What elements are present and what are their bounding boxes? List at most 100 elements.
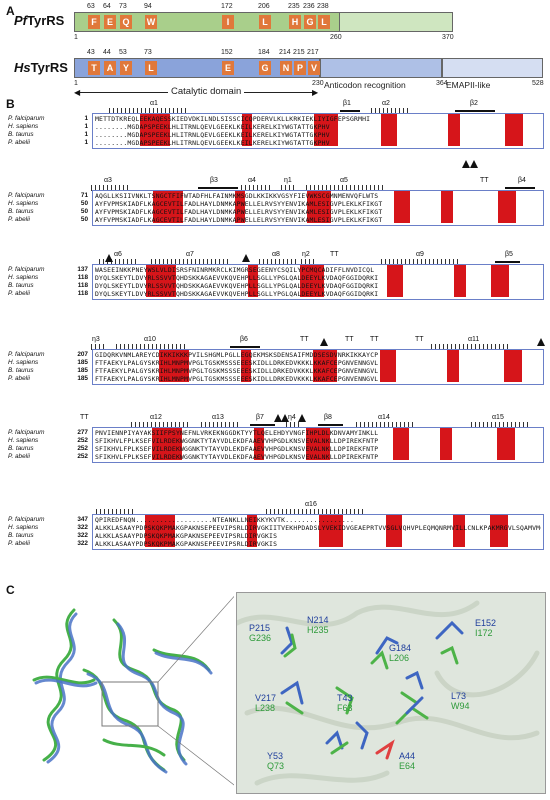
residue-start-number: 1 bbox=[84, 131, 88, 138]
pf-residue-label: L238 bbox=[255, 703, 276, 713]
hs-start-num: 1 bbox=[74, 80, 78, 87]
residue-start-number: 50 bbox=[80, 208, 88, 215]
hs-end-num: 528 bbox=[532, 80, 544, 87]
binding-site-triangle-marker bbox=[320, 338, 328, 346]
hs-suffix: TyrRS bbox=[30, 60, 68, 75]
secondary-structure-label: α4 bbox=[248, 177, 256, 184]
pf-mid-num: 260 bbox=[330, 34, 342, 41]
conserved-residue-block bbox=[380, 350, 396, 382]
conserved-residue-block bbox=[153, 191, 183, 223]
hs-residue-number: 53 bbox=[119, 49, 127, 56]
helix-coil-marker bbox=[370, 108, 410, 114]
pf-residue-box: E bbox=[104, 15, 116, 29]
pf-residue-box: L bbox=[259, 15, 271, 29]
pf-residue-label: I172 bbox=[475, 628, 493, 638]
binding-site-triangle-marker bbox=[105, 254, 113, 262]
aligned-sequence: ........MGDAPSPEEKLHLITRNLQEVLGEEKLKEILK… bbox=[95, 139, 330, 147]
aligned-sequence: WASEEINKKPNEYWSLVLDISRSFNINRMKRCLKIMGRSE… bbox=[95, 266, 375, 274]
conserved-residue-block bbox=[152, 428, 182, 460]
aligned-sequence: ........MGDAPSPEEKLHLITRNLQEVLGEEKLKEILK… bbox=[95, 131, 330, 139]
conserved-residue-block bbox=[313, 350, 337, 382]
overall-structure bbox=[14, 590, 239, 790]
helix-coil-marker bbox=[90, 344, 105, 350]
residue-start-number: 185 bbox=[77, 367, 88, 374]
hs-364-num: 364 bbox=[436, 80, 448, 87]
conserved-residue-block bbox=[235, 191, 245, 223]
beta-strand-arrow bbox=[318, 424, 343, 426]
helix-coil-marker bbox=[265, 509, 365, 515]
zoom-line-top bbox=[157, 591, 239, 683]
pf-residue-box: L bbox=[318, 15, 330, 29]
secondary-structure-label: α5 bbox=[340, 177, 348, 184]
secondary-structure-label: η3 bbox=[92, 336, 100, 343]
alignment-frame bbox=[92, 113, 544, 149]
conserved-residue-block bbox=[159, 350, 189, 382]
binding-pocket-image bbox=[237, 600, 540, 786]
aligned-sequence: DYQLSKEYTLDVYRLSSVVTQHDSKKAGAEVVKQVEHPLL… bbox=[95, 274, 379, 282]
hs-residue-label: G184 bbox=[389, 643, 412, 653]
helix-coil-marker bbox=[240, 185, 270, 191]
beta-strand-arrow bbox=[505, 187, 535, 189]
hs-residue-label: A44 bbox=[399, 751, 416, 761]
helix-coil-marker bbox=[285, 422, 300, 428]
residue-pair-label: L73 W94 bbox=[451, 691, 470, 711]
residue-pair-label: G184 L206 bbox=[389, 643, 411, 663]
residue-start-number: 118 bbox=[77, 282, 88, 289]
binding-site-triangle-marker bbox=[242, 254, 250, 262]
hs-residue-box: V bbox=[308, 61, 320, 75]
hs-species-abbrev: Hs bbox=[14, 60, 31, 75]
residue-start-number: 252 bbox=[77, 453, 88, 460]
conserved-residue-block bbox=[387, 265, 403, 297]
secondary-structure-label: β1 bbox=[343, 100, 351, 107]
hs-emap-bar bbox=[442, 58, 543, 78]
residue-pair-label: A44 E64 bbox=[399, 751, 415, 771]
helix-coil-marker bbox=[90, 185, 130, 191]
beta-strand-arrow bbox=[230, 346, 260, 348]
residue-start-number: 207 bbox=[77, 351, 88, 358]
secondary-structure-label: η4 bbox=[288, 414, 296, 421]
conserved-residue-block bbox=[386, 515, 402, 547]
residue-pair-label: V217 L238 bbox=[255, 693, 276, 713]
hs-residue-box: Y bbox=[120, 61, 132, 75]
helix-coil-marker bbox=[200, 422, 240, 428]
aligned-sequence: QPIREDFNQN...................NTEANKLLNEI… bbox=[95, 516, 355, 524]
aligned-sequence: AYFVPMSKIADFLKAGCEVTILFADLHAYLDNMKAPWELL… bbox=[95, 216, 383, 224]
aligned-sequence: FTFAEKYLPALGYSKRIHLMNPMVPGLTGSKMSSSEEESK… bbox=[95, 359, 379, 367]
conserved-residue-block bbox=[497, 428, 515, 460]
pf-residue-number: 206 bbox=[258, 3, 270, 10]
conserved-residue-block bbox=[254, 428, 264, 460]
secondary-structure-label: TT bbox=[345, 336, 354, 343]
secondary-structure-label: α10 bbox=[144, 336, 156, 343]
secondary-structure-label: η1 bbox=[284, 177, 292, 184]
conserved-residue-block bbox=[504, 350, 522, 382]
secondary-structure-label: TT bbox=[80, 414, 89, 421]
helix-coil-marker bbox=[305, 185, 385, 191]
species-label: P. abelii bbox=[8, 139, 30, 146]
pf-residue-label: H235 bbox=[307, 625, 329, 635]
secondary-structure-label: TT bbox=[370, 336, 379, 343]
species-label: B. taurus bbox=[8, 367, 34, 374]
species-label: B. taurus bbox=[8, 532, 34, 539]
helix-coil-marker bbox=[470, 422, 530, 428]
aligned-sequence: GIDQRKVNMLAREYCDIKKIKKKPVILSHGMLPGLLEGQE… bbox=[95, 351, 379, 359]
conserved-residue-block bbox=[241, 350, 251, 382]
conserved-residue-block bbox=[490, 515, 508, 547]
hs-residue-number: 184 bbox=[258, 49, 270, 56]
conserved-residue-block bbox=[394, 191, 410, 223]
hs-residue-label: E152 bbox=[475, 618, 497, 628]
beta-strand-arrow bbox=[495, 261, 520, 263]
conserved-residue-block bbox=[145, 515, 175, 547]
binding-pocket-zoom: P215 G236 N214 H235 E152 I172 G184 L206 V217 L238… bbox=[236, 592, 546, 794]
pf-end-num: 370 bbox=[442, 34, 454, 41]
hs-residue-number: 152 bbox=[221, 49, 233, 56]
secondary-structure-label: α6 bbox=[114, 251, 122, 258]
aligned-sequence: AYFVPMSKIADFLKAGCEVTILFADLHAYLDNMKAPWELL… bbox=[95, 208, 383, 216]
residue-start-number: 137 bbox=[77, 266, 88, 273]
pf-residue-number: 172 bbox=[221, 3, 233, 10]
hs-residue-number: 43 bbox=[87, 49, 95, 56]
residue-start-number: 185 bbox=[77, 375, 88, 382]
hs-residue-box: A bbox=[104, 61, 116, 75]
hs-residue-number: 44 bbox=[103, 49, 111, 56]
conserved-residue-block bbox=[248, 265, 258, 297]
pf-species-abbrev: Pf bbox=[14, 13, 27, 28]
